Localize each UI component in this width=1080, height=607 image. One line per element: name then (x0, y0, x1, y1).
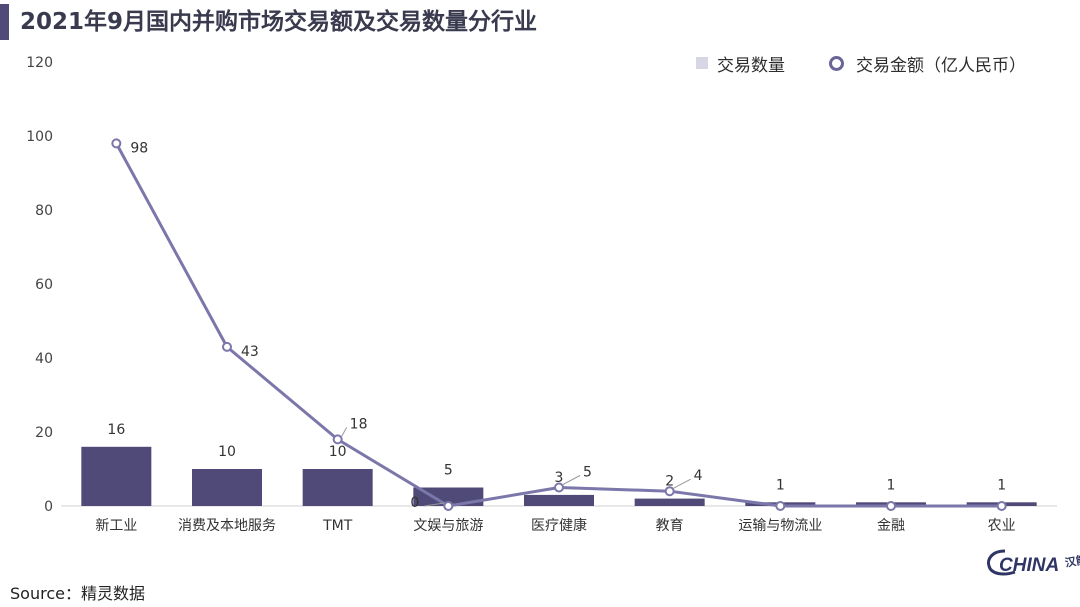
logo-mark: 汉能 (1064, 552, 1080, 570)
y-tick-label: 0 (44, 499, 53, 515)
legend: 交易数量 交易金额（亿人民币） (696, 50, 1026, 76)
bar-value-label: 1 (887, 477, 896, 493)
y-tick-label: 40 (35, 351, 53, 367)
label-leader-line (341, 427, 348, 437)
chart-plot: 02040608010012016新工业10消费及本地服务10TMT5文娱与旅游… (26, 55, 1057, 534)
bar-value-label: 1 (997, 477, 1006, 493)
line-value-label: 98 (130, 140, 148, 156)
china-logo: CHINA 汉能 (987, 549, 1080, 576)
bar (634, 498, 705, 506)
y-tick-label: 80 (35, 203, 53, 219)
logo-text: CHINA (999, 555, 1059, 576)
bar (302, 469, 373, 506)
line-point (443, 501, 454, 511)
line-point (886, 501, 896, 511)
line-point (664, 486, 675, 497)
legend-label-amount: 交易金额（亿人民币） (856, 55, 1026, 76)
line-value-label: 0 (410, 495, 419, 511)
bar-value-label: 10 (329, 444, 347, 460)
x-tick-label: 医疗健康 (531, 517, 587, 534)
x-tick-label: 金融 (877, 518, 905, 534)
y-tick-label: 20 (35, 425, 53, 441)
line-point (996, 501, 1007, 511)
chart-title: 2021年9月国内并购市场交易额及交易数量分行业 (20, 9, 538, 35)
legend-label-count: 交易数量 (717, 55, 785, 76)
bar-value-label: 5 (444, 463, 453, 479)
line-point (222, 341, 232, 352)
bar-value-label: 1 (776, 477, 785, 493)
x-tick-label: 农业 (988, 518, 1016, 534)
x-tick-label: 文娱与旅游 (413, 518, 483, 534)
line-point (775, 501, 786, 511)
x-tick-label: 运输与物流业 (738, 518, 822, 534)
legend-line-swatch (829, 55, 844, 71)
title-accent-bar (0, 4, 9, 40)
label-leader-line (424, 502, 445, 507)
source-note: Source：精灵数据 (10, 584, 145, 603)
legend-item-amount: 交易金额（亿人民币） (829, 51, 1026, 76)
legend-item-count: 交易数量 (696, 51, 785, 76)
y-tick-label: 120 (26, 55, 53, 71)
line-point (554, 482, 564, 493)
bar-value-label: 16 (107, 422, 125, 438)
y-tick-label: 60 (35, 277, 53, 293)
bar-value-label: 3 (555, 470, 564, 486)
x-tick-label: 消费及本地服务 (178, 518, 276, 534)
bar (413, 487, 484, 506)
amount-line (115, 142, 1002, 508)
x-tick-label: 新工业 (95, 518, 137, 534)
legend-bar-swatch (696, 57, 708, 69)
line-value-label: 43 (241, 344, 259, 360)
bar (81, 446, 152, 506)
x-tick-label: 教育 (656, 518, 684, 534)
bar-value-label: 2 (665, 474, 674, 490)
line-point (111, 138, 122, 149)
bar-value-label: 10 (218, 444, 236, 460)
line-value-label: 4 (694, 468, 703, 484)
y-tick-label: 100 (26, 129, 53, 145)
label-leader-line (562, 475, 581, 485)
line-value-label: 18 (350, 416, 368, 432)
line-value-label: 5 (583, 465, 592, 481)
line-point (332, 434, 343, 445)
x-tick-label: TMT (322, 518, 353, 534)
label-leader-line (673, 478, 691, 489)
bar (524, 494, 594, 506)
bar (192, 469, 262, 506)
